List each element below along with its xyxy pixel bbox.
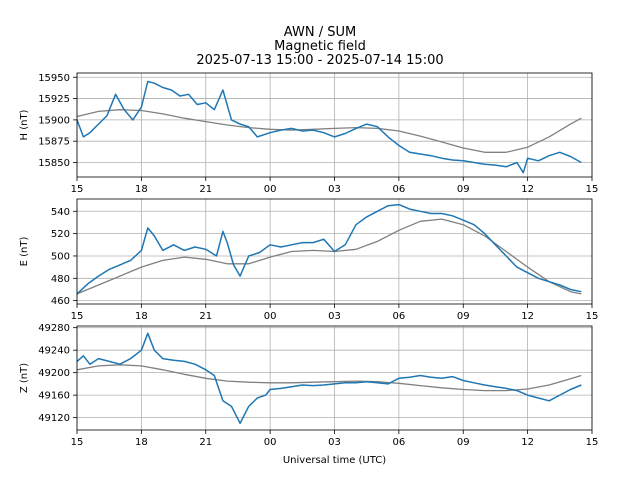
h-x-tick-label: 18	[135, 184, 148, 195]
z-y-tick-label: 49240	[38, 346, 70, 357]
e-panel-frame	[76, 198, 593, 305]
e-y-tick-label: 540	[51, 207, 70, 218]
e-x-tick-label: 21	[199, 311, 212, 322]
e-x-tick-label: 12	[521, 311, 534, 322]
h-y-tick-label: 15850	[38, 158, 70, 169]
x-axis-label: Universal time (UTC)	[283, 455, 386, 466]
z-baseline-line	[76, 364, 582, 392]
h-baseline-line	[76, 109, 582, 153]
z-x-tick-label: 21	[199, 437, 212, 448]
e-y-tick-label: 520	[51, 229, 70, 240]
e-x-tick-label: 06	[393, 311, 406, 322]
z-y-tick-label: 49160	[38, 391, 70, 402]
e-x-tick-label: 18	[135, 311, 148, 322]
z-x-tick-label: 15	[71, 437, 84, 448]
h-x-tick-label: 06	[393, 184, 406, 195]
h-y-axis-label: H (nT)	[19, 109, 30, 140]
h-y-tick-label: 15950	[38, 73, 70, 84]
h-y-tick-label: 15900	[38, 115, 70, 126]
z-measured-line	[76, 332, 582, 425]
h-x-tick-label: 15	[586, 184, 599, 195]
chart-title-subtitle: Magnetic field	[274, 39, 366, 54]
e-x-tick-label: 03	[328, 311, 341, 322]
e-measured-line	[76, 203, 582, 295]
e-x-tick-label: 15	[71, 311, 84, 322]
z-y-tick-label: 49200	[38, 368, 70, 379]
h-x-tick-label: 03	[328, 184, 341, 195]
z-y-tick-label: 49280	[38, 323, 70, 334]
z-x-tick-label: 03	[328, 437, 341, 448]
z-x-tick-label: 15	[586, 437, 599, 448]
h-panel-frame	[76, 72, 593, 178]
z-x-tick-label: 00	[264, 437, 277, 448]
h-x-tick-label: 00	[264, 184, 277, 195]
z-x-tick-label: 09	[457, 437, 470, 448]
z-y-axis-label: Z (nT)	[19, 363, 30, 393]
z-y-tick-label: 49120	[38, 413, 70, 424]
h-x-tick-label: 21	[199, 184, 212, 195]
e-x-tick-label: 00	[264, 311, 277, 322]
h-y-tick-label: 15925	[38, 94, 70, 105]
chart-title-station: AWN / SUM	[283, 25, 357, 40]
e-y-tick-label: 480	[51, 274, 70, 285]
h-y-tick-label: 15875	[38, 137, 70, 148]
h-x-tick-label: 09	[457, 184, 470, 195]
z-panel-frame	[76, 325, 593, 431]
h-x-tick-label: 15	[71, 184, 84, 195]
e-x-tick-label: 09	[457, 311, 470, 322]
z-x-tick-label: 12	[521, 437, 534, 448]
h-measured-line	[76, 80, 582, 174]
e-x-tick-label: 15	[586, 311, 599, 322]
z-x-tick-label: 06	[393, 437, 406, 448]
z-x-tick-label: 18	[135, 437, 148, 448]
e-y-tick-label: 500	[51, 251, 70, 262]
e-y-tick-label: 460	[51, 296, 70, 307]
chart-title-range: 2025-07-13 15:00 - 2025-07-14 15:00	[196, 53, 444, 68]
e-y-axis-label: E (nT)	[19, 237, 30, 267]
h-x-tick-label: 12	[521, 184, 534, 195]
